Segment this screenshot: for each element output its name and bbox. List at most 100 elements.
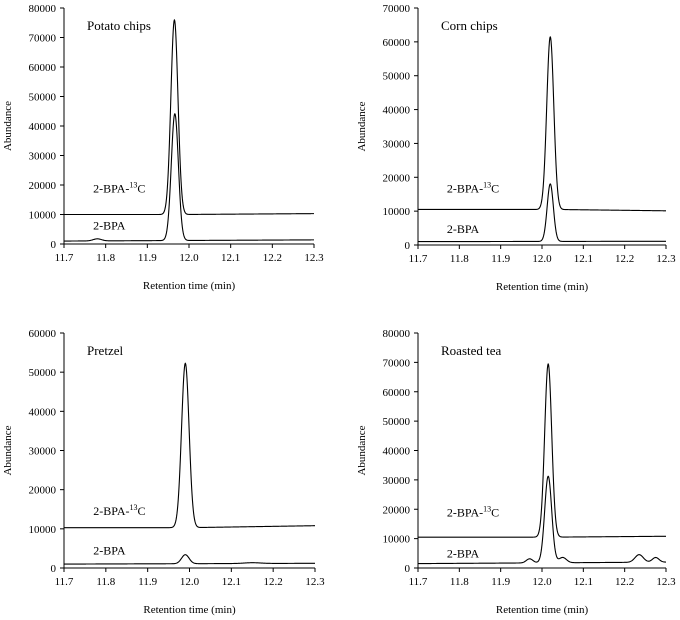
x-tick-label: 11.8 <box>96 252 115 264</box>
x-tick-label: 12.1 <box>574 253 593 265</box>
series-label-end: C <box>137 181 145 195</box>
y-axis-title: Abundance <box>2 101 14 151</box>
x-tick-label: 12.0 <box>532 576 552 588</box>
y-tick-label: 70000 <box>29 33 57 45</box>
y-tick-label: 20000 <box>383 172 411 184</box>
series-trace-labeled-13c <box>417 36 667 212</box>
panel-title: Roasted tea <box>441 343 502 358</box>
x-tick-label: 12.2 <box>615 576 634 588</box>
series-label-main: 2-BPA <box>93 543 126 557</box>
series-label-superscript: 13 <box>483 181 491 190</box>
series-trace-native <box>63 113 315 242</box>
series-label: 2-BPA <box>447 547 480 561</box>
series-label: 2-BPA-13C <box>447 505 499 520</box>
series-label-main: 2-BPA <box>447 547 480 561</box>
series-label-main: 2-BPA- <box>447 506 483 520</box>
y-tick-label: 30000 <box>383 475 411 487</box>
y-tick-label: 50000 <box>29 92 57 104</box>
y-tick-label: 0 <box>51 563 57 575</box>
series-label: 2-BPA <box>93 218 126 232</box>
series-trace-native <box>417 183 667 243</box>
x-tick-label: 11.9 <box>491 576 510 588</box>
x-tick-label: 12.1 <box>222 576 241 588</box>
x-tick-label: 12.0 <box>532 253 552 265</box>
y-tick-label: 10000 <box>29 210 57 222</box>
y-tick-label: 60000 <box>29 62 57 74</box>
x-tick-label: 11.9 <box>138 576 157 588</box>
series-label-main: 2-BPA <box>447 222 480 236</box>
y-tick-label: 70000 <box>383 3 411 15</box>
y-tick-label: 40000 <box>383 105 411 117</box>
y-tick-label: 80000 <box>383 328 411 340</box>
series-label: 2-BPA-13C <box>93 180 145 195</box>
y-tick-label: 10000 <box>383 206 411 218</box>
y-tick-label: 80000 <box>29 3 57 15</box>
y-tick-label: 30000 <box>383 138 411 150</box>
y-tick-label: 0 <box>51 239 57 251</box>
y-tick-label: 20000 <box>29 485 57 497</box>
series-label-main: 2-BPA- <box>93 504 129 518</box>
series-label: 2-BPA-13C <box>447 181 499 196</box>
y-tick-label: 70000 <box>383 357 411 369</box>
y-tick-label: 40000 <box>383 446 411 458</box>
series-label: 2-BPA <box>93 543 126 557</box>
y-tick-label: 30000 <box>29 151 57 163</box>
series-label-superscript: 13 <box>130 503 138 512</box>
series-trace-labeled-13c <box>63 362 316 529</box>
panel-title: Corn chips <box>441 18 498 33</box>
x-tick-label: 11.8 <box>96 576 115 588</box>
y-axis-title: Abundance <box>2 425 14 475</box>
series-trace-labeled-13c <box>417 363 667 538</box>
y-axis-title: Abundance <box>356 425 368 475</box>
chart-panel-3: 0 10000 20000 30000 40000 50000 60000 11.7 11.8 1… <box>2 328 325 616</box>
x-axis-title: Retention time (min) <box>496 281 589 293</box>
x-tick-label: 11.7 <box>409 576 428 588</box>
y-tick-label: 50000 <box>29 367 57 379</box>
x-axis-title: Retention time (min) <box>496 604 589 616</box>
y-tick-label: 20000 <box>29 180 57 192</box>
y-tick-label: 10000 <box>383 534 411 546</box>
panel-title: Potato chips <box>87 18 151 33</box>
y-tick-label: 0 <box>405 240 411 252</box>
x-tick-label: 12.1 <box>574 576 593 588</box>
series-trace-labeled-13c <box>63 19 315 216</box>
series-label-end: C <box>138 504 146 518</box>
y-tick-label: 50000 <box>383 71 411 83</box>
series-label-end: C <box>491 506 499 520</box>
x-axis-title: Retention time (min) <box>143 604 236 616</box>
panel-title: Pretzel <box>87 343 123 358</box>
y-tick-label: 20000 <box>383 504 411 516</box>
y-tick-label: 60000 <box>383 37 411 49</box>
chart-panel-2: 0 10000 20000 30000 40000 50000 60000 70000 11.7… <box>356 3 676 293</box>
series-label-end: C <box>491 182 499 196</box>
x-tick-label: 11.8 <box>450 576 469 588</box>
x-tick-label: 12.1 <box>221 252 240 264</box>
x-tick-label: 12.2 <box>263 252 282 264</box>
series-label-main: 2-BPA- <box>93 181 129 195</box>
x-tick-label: 11.7 <box>409 253 428 265</box>
chart-panel-1: 0 10000 20000 30000 40000 50000 60000 70000 8000… <box>2 3 324 292</box>
y-tick-label: 30000 <box>29 446 57 458</box>
x-tick-label: 12.3 <box>305 576 325 588</box>
y-tick-label: 50000 <box>383 416 411 428</box>
x-tick-label: 11.8 <box>450 253 469 265</box>
x-tick-label: 12.3 <box>656 576 676 588</box>
series-label: 2-BPA-13C <box>93 503 145 518</box>
y-tick-label: 0 <box>405 563 411 575</box>
x-tick-label: 12.0 <box>179 252 199 264</box>
y-axis-title: Abundance <box>356 101 368 151</box>
x-tick-label: 12.3 <box>304 252 324 264</box>
x-tick-label: 11.7 <box>55 252 74 264</box>
y-tick-label: 40000 <box>29 406 57 418</box>
x-tick-label: 11.9 <box>138 252 157 264</box>
x-tick-label: 12.2 <box>615 253 634 265</box>
series-label-main: 2-BPA <box>93 218 126 232</box>
y-tick-label: 60000 <box>29 328 57 340</box>
chart-panel-4: 0 10000 20000 30000 40000 50000 60000 70000 8000… <box>356 328 676 616</box>
x-tick-label: 12.2 <box>264 576 283 588</box>
series-label-superscript: 13 <box>483 505 491 514</box>
x-tick-label: 11.9 <box>491 253 510 265</box>
series-trace-native <box>63 554 316 565</box>
x-tick-label: 12.3 <box>656 253 676 265</box>
